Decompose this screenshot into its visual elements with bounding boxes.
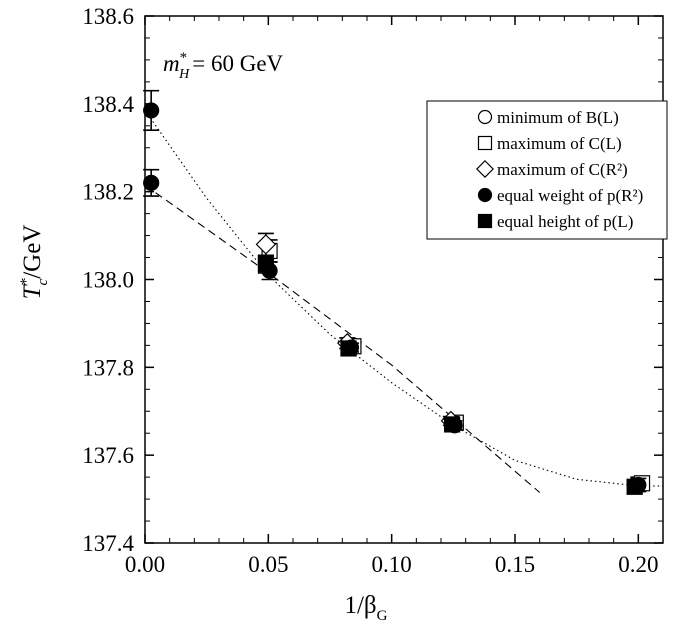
x-tick-label: 0.20	[618, 552, 658, 577]
data-point	[257, 256, 274, 273]
annotation-symbol-sup: *	[180, 50, 188, 66]
y-tick-label: 137.4	[82, 531, 134, 556]
y-axis-label-sub: c	[35, 278, 51, 285]
legend-label: maximum of C(R²)	[497, 160, 628, 179]
data-point	[626, 478, 643, 495]
dashed-fit-line	[144, 184, 541, 493]
y-axis-label-base: T	[19, 283, 46, 299]
x-tick-label: 0.00	[125, 552, 165, 577]
legend-marker	[477, 135, 493, 151]
y-tick-label: 137.6	[82, 443, 134, 468]
y-tick-label: 137.8	[82, 355, 134, 380]
annotation-text: = 60 GeV	[192, 51, 283, 76]
legend-label: equal weight of p(R²)	[497, 186, 643, 205]
y-axis-label-suffix: /GeV	[19, 225, 46, 279]
x-axis-label-sub: G	[377, 608, 388, 624]
series-2	[255, 232, 462, 432]
x-tick-label: 0.15	[495, 552, 535, 577]
plot-frame	[144, 15, 664, 544]
y-axis-ticks: 137.4 137.6 137.8 138.0 138.2 138.4 138.6	[82, 4, 663, 556]
data-point	[143, 174, 160, 191]
y-tick-label: 138.0	[82, 268, 134, 293]
y-tick-label: 138.2	[82, 180, 134, 205]
x-axis-ticks: 0.00 0.05 0.10 0.15 0.20	[125, 16, 658, 577]
plot-area	[144, 15, 664, 544]
series-1	[261, 239, 651, 492]
legend-marker	[476, 160, 494, 178]
data-point	[143, 102, 160, 119]
data-point	[444, 416, 461, 433]
series-4	[257, 254, 643, 495]
y-tick-label: 138.6	[82, 4, 134, 29]
legend-label: equal height of p(L)	[497, 212, 633, 231]
data-points	[143, 89, 651, 495]
legend: minimum of B(L) maximum of C(L) maximum of…	[426, 100, 668, 240]
x-axis-label: 1/βG	[344, 592, 387, 624]
y-tick-label: 138.4	[82, 92, 134, 117]
mass-annotation: m* H = 60 GeV	[163, 50, 284, 82]
legend-label: minimum of B(L)	[497, 108, 619, 127]
annotation-symbol-sub: H	[178, 67, 190, 82]
x-axis-label-base: 1/β	[344, 592, 376, 619]
y-axis-label-sup: *	[18, 277, 35, 285]
data-point	[255, 234, 277, 255]
legend-marker	[477, 213, 493, 229]
legend-box	[426, 100, 668, 240]
x-tick-label: 0.05	[248, 552, 288, 577]
data-point	[340, 340, 357, 357]
legend-marker	[477, 187, 493, 203]
legend-marker	[477, 109, 493, 125]
y-axis-label: T*c/GeV	[18, 225, 51, 300]
annotation-symbol-base: m	[163, 51, 180, 76]
x-tick-label: 0.10	[372, 552, 412, 577]
legend-label: maximum of C(L)	[497, 134, 622, 153]
fit-lines	[144, 110, 663, 493]
